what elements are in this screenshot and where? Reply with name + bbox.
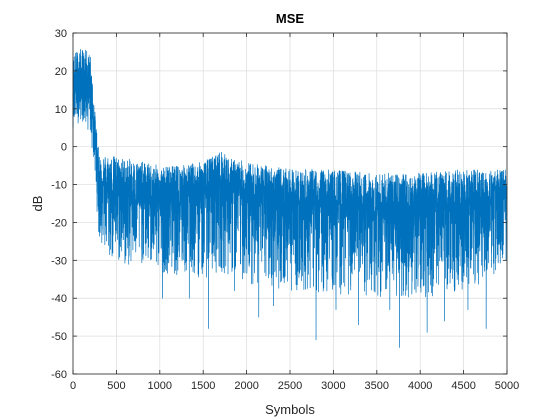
y-tick-label: -50 [51, 331, 67, 343]
y-tick-label: -10 [51, 180, 67, 192]
y-tick-label: -30 [51, 255, 67, 267]
y-tick-label: -40 [51, 293, 67, 305]
x-tick-label: 5000 [495, 380, 519, 392]
x-tick-label: 500 [107, 380, 125, 392]
y-tick-label: -20 [51, 217, 67, 229]
series-line [72, 48, 508, 348]
y-axis-label: dB [30, 196, 45, 212]
x-tick-label: 3000 [321, 380, 345, 392]
axis-ticks: 0 500 1000 1500 2000 2500 3000 3500 4000 4500 5000… [51, 28, 519, 392]
x-tick-label: 2000 [234, 380, 258, 392]
y-tick-label: 0 [61, 142, 67, 154]
x-tick-label: 3500 [365, 380, 389, 392]
x-tick-label: 4500 [451, 380, 475, 392]
chart-title: MSE [276, 11, 305, 26]
x-tick-label: 1500 [191, 380, 215, 392]
x-tick-label: 4000 [408, 380, 432, 392]
y-tick-label: 10 [55, 104, 67, 116]
plot-area: 0 500 1000 1500 2000 2500 3000 3500 4000 4500 5000… [51, 28, 519, 392]
y-tick-label: 20 [55, 66, 67, 78]
x-tick-label: 0 [70, 380, 76, 392]
y-tick-label: 30 [55, 28, 67, 40]
x-tick-label: 2500 [278, 380, 302, 392]
y-tick-label: -60 [51, 369, 67, 381]
x-axis-label: Symbols [265, 402, 315, 417]
x-tick-label: 1000 [148, 380, 172, 392]
